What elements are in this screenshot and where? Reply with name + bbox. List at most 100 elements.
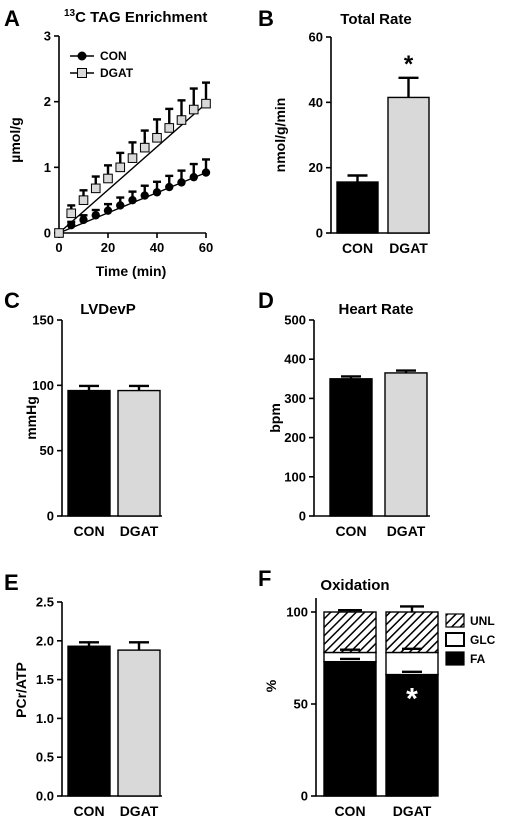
panel-f-segment-unl-dgat <box>385 611 439 654</box>
panel-d-ytick-label: 100 <box>284 469 306 484</box>
panel-f-chart: 0 50 100 CON DGAT * <box>286 598 439 816</box>
panel-a-point-con <box>152 188 162 197</box>
panel-b-category-label-dgat: DGAT <box>389 240 428 256</box>
panel-a-ytick-label: 3 <box>44 29 51 44</box>
panel-c-chart: 0 50 100 150 CON DGAT <box>32 313 162 539</box>
panel-a-point-dgat <box>152 132 162 143</box>
panel-c-ytick-label: 0 <box>47 509 54 524</box>
panel-a-point-con <box>140 191 149 200</box>
panel-a-point-con <box>201 168 211 177</box>
panel-a-xtick-label: 20 <box>101 240 115 255</box>
panel-e-ytick-label: 1.5 <box>36 672 54 687</box>
panel-a-point-dgat <box>103 173 113 184</box>
panel-b-ytick-label: 20 <box>309 160 323 175</box>
panel-e-category-label-dgat: DGAT <box>120 803 159 816</box>
panel-e-bar-dgat <box>117 649 161 797</box>
legend-label-dgat: DGAT <box>100 66 134 80</box>
panel-d-category-label-dgat: DGAT <box>387 523 426 539</box>
panel-a-point-con <box>79 215 88 225</box>
panel-a-point-con <box>128 195 137 205</box>
panel-c-ytick-label: 50 <box>40 443 54 458</box>
panel-c-bar-con <box>67 389 111 517</box>
panel-a-points <box>54 98 211 238</box>
panel-e-ytick-label: 1.0 <box>36 711 54 726</box>
panel-f-ytick-label: 50 <box>294 697 308 712</box>
panel-f-segment-fa-dgat <box>385 673 439 797</box>
panel-f-segment-fa-con <box>323 660 377 797</box>
legend-swatch-fa <box>445 651 465 666</box>
panel-d-bar-dgat <box>384 372 428 517</box>
panel-e-ylabel: PCr/ATP <box>13 662 29 718</box>
panel-f: F Oxidation % 0 50 100 CON DGAT * UNL GLC FA <box>258 566 496 816</box>
panel-f-segment-glc-con <box>323 651 377 663</box>
panel-d-ytick-label: 300 <box>284 391 306 406</box>
panel-b: B Total Rate nmol/g/min 0 20 40 60 CON DGAT * <box>258 6 430 256</box>
panel-b-category-label-con: CON <box>342 240 373 256</box>
panel-c-bar-dgat <box>117 389 161 517</box>
panel-a-xtick-label: 40 <box>150 240 164 255</box>
panel-a-point-dgat <box>54 228 64 238</box>
panel-a-point-dgat <box>115 162 126 173</box>
panel-a-point-dgat <box>176 115 187 125</box>
legend-swatch-glc <box>445 632 465 647</box>
panel-f-significance-asterisk: * <box>406 683 418 716</box>
panel-e-ytick-label: 2.0 <box>36 633 54 648</box>
panel-label-b: B <box>258 6 274 31</box>
panel-d-ytick-label: 0 <box>299 509 306 524</box>
panel-d-ytick-label: 200 <box>284 430 306 445</box>
panel-e-category-label-con: CON <box>73 803 104 816</box>
panel-a-xtick-label: 60 <box>199 240 213 255</box>
panel-a: A 13C TAG Enrichment µmol/g Time (min) 0… <box>4 6 213 279</box>
panel-c: C LVDevP mmHg 0 50 100 150 CON DGAT <box>4 288 162 539</box>
panel-label-d: D <box>258 288 274 313</box>
panel-c-category-label-dgat: DGAT <box>120 523 159 539</box>
panel-d-chart: 0 100 200 300 400 500 CON DGAT <box>284 313 430 539</box>
panel-f-ytick-label: 100 <box>286 605 308 620</box>
panel-e-bar-con <box>67 645 111 797</box>
panel-a-xlabel: Time (min) <box>96 263 167 279</box>
panel-a-point-con <box>116 201 125 210</box>
panel-f-segment-unl-con <box>323 611 377 654</box>
panel-a-ytick-label: 0 <box>44 226 51 241</box>
panel-a-point-dgat <box>164 123 175 133</box>
panel-d-ytick-label: 500 <box>284 313 306 328</box>
panel-f-category-label-con: CON <box>334 803 365 816</box>
panel-a-point-dgat <box>188 104 199 115</box>
panel-c-ytick-label: 100 <box>32 378 54 393</box>
legend-marker-con <box>77 51 87 61</box>
panel-label-c: C <box>4 288 20 313</box>
panel-a-point-con <box>67 220 76 230</box>
panel-a-point-con <box>189 172 198 182</box>
panel-d: D Heart Rate bpm 0 100 200 300 400 500 CON DGAT <box>258 288 430 539</box>
panel-a-error-bars <box>67 81 210 226</box>
panel-label-a: A <box>4 6 20 31</box>
panel-a-point-con <box>103 206 113 215</box>
panel-c-ytick-label: 150 <box>32 313 54 328</box>
panel-a-legend: CON DGAT <box>70 49 134 80</box>
legend-label-unl: UNL <box>470 614 495 628</box>
panel-a-point-dgat <box>90 183 101 194</box>
panel-a-title: 13C TAG Enrichment <box>64 8 207 26</box>
panel-e-ytick-label: 0.0 <box>36 789 54 804</box>
panel-e-ytick-label: 0.5 <box>36 750 54 765</box>
legend-label-con: CON <box>100 49 127 63</box>
panel-a-title-superscript: 13 <box>64 8 76 19</box>
panel-label-f: F <box>258 566 271 591</box>
panel-d-category-label-con: CON <box>335 523 366 539</box>
panel-b-ytick-label: 40 <box>309 95 323 110</box>
panel-c-category-label-con: CON <box>73 523 104 539</box>
panel-a-ylabel: µmol/g <box>7 117 23 162</box>
panel-a-point-dgat <box>66 208 77 219</box>
panel-a-point-dgat <box>127 153 138 163</box>
panel-a-ytick-label: 1 <box>44 160 51 175</box>
panel-f-ytick-label: 0 <box>301 789 308 804</box>
panel-b-title: Total Rate <box>340 11 411 28</box>
panel-b-bar-con <box>336 181 379 234</box>
panel-b-significance-asterisk: * <box>404 51 414 78</box>
panel-d-bar-con <box>329 378 373 517</box>
panel-f-title: Oxidation <box>320 577 389 594</box>
panel-b-ytick-label: 0 <box>316 226 323 241</box>
panel-f-ylabel: % <box>263 679 279 692</box>
panel-d-ylabel: bpm <box>267 403 283 433</box>
